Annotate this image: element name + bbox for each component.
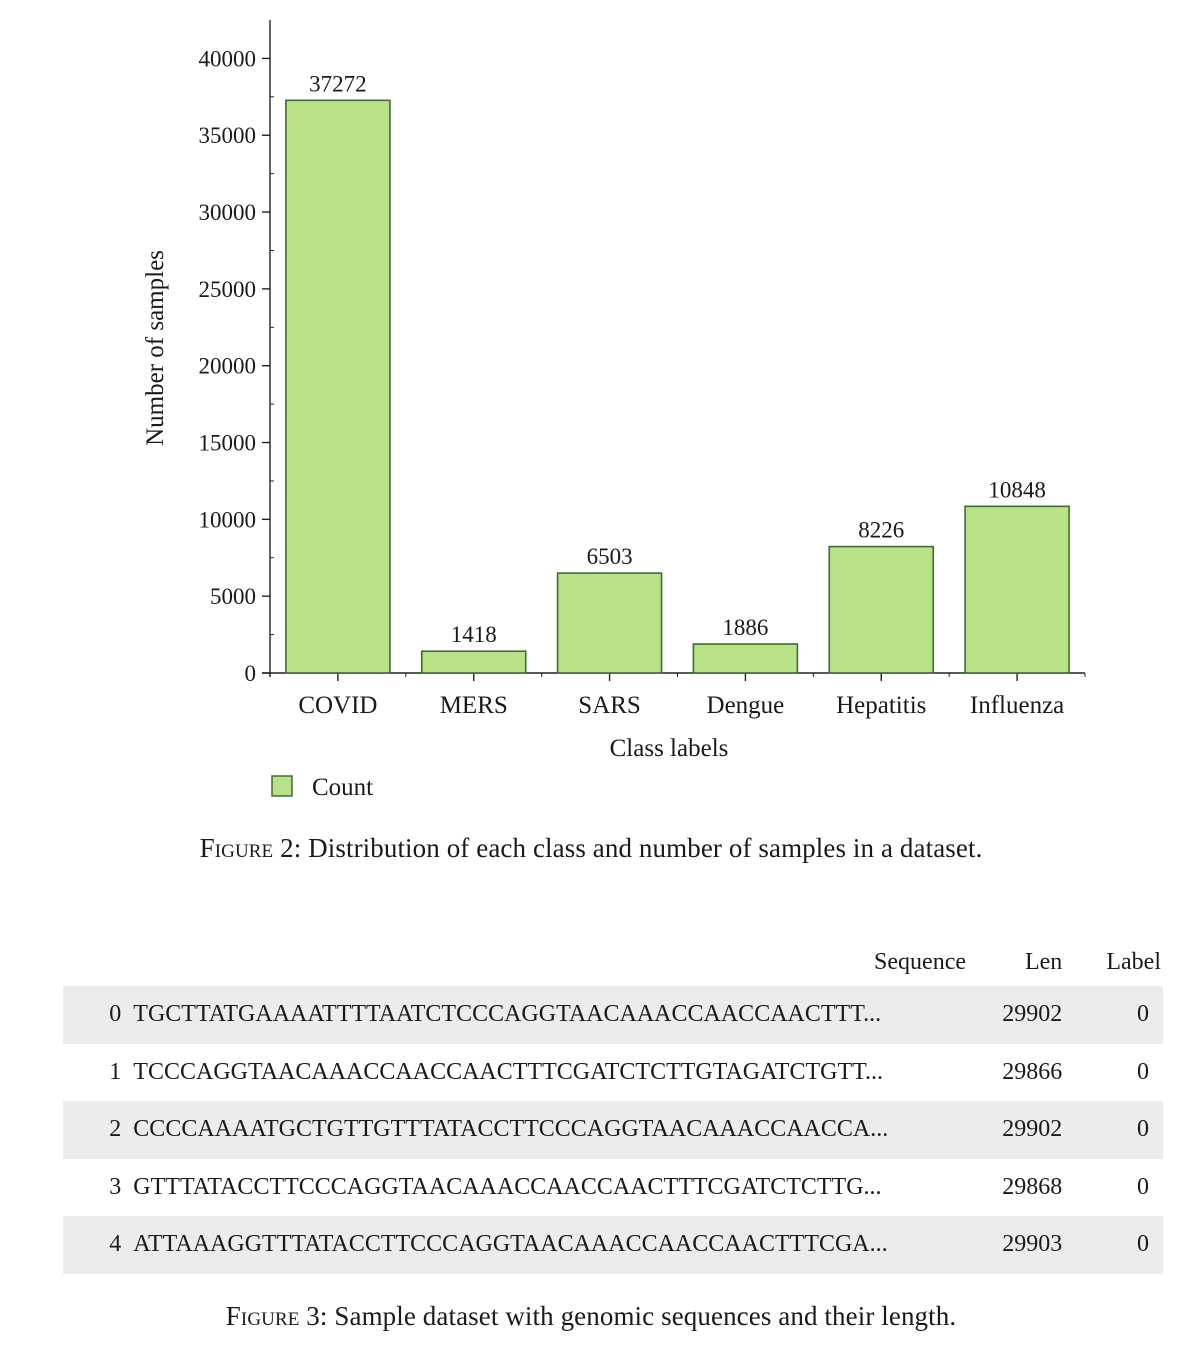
- x-axis: COVID MERS SARS Dengue Hepatitis Influenza: [262, 672, 1086, 719]
- row-sequence: TGCTTATGAAAATTTTAATCTCCCAGGTAACAAACCAACC…: [133, 1001, 882, 1028]
- row-len: 29902: [1002, 1001, 1063, 1028]
- table-header-row: Sequence Len Label: [63, 938, 1163, 986]
- bar-data-label: 8226: [858, 518, 904, 543]
- table-row: 1 TCCCAGGTAACAAACCAACCAACTTTCGATCTCTTGTA…: [63, 1044, 1163, 1102]
- table-row: 3 GTTTATACCTTCCCAGGTAACAAACCAACCAACTTTCG…: [63, 1159, 1163, 1217]
- bar-data-labels: 37272 1418 6503 1886 8226 10848: [309, 71, 1046, 647]
- y-tick-label: 35000: [199, 123, 257, 148]
- bar-data-label: 10848: [988, 477, 1046, 502]
- bar-data-label: 1418: [451, 622, 497, 647]
- x-tick-label: COVID: [298, 692, 377, 719]
- x-tick-label: Influenza: [970, 692, 1064, 719]
- bar-hepatitis: [828, 545, 935, 674]
- bar-data-label: 37272: [309, 71, 367, 96]
- y-tick-label: 30000: [199, 200, 257, 225]
- legend-swatch: [271, 775, 293, 797]
- bar-chart: 0 5000 10000 15000 20000 25000 30000 35000 40000…: [142, 20, 1086, 801]
- bars: [285, 99, 1070, 674]
- row-index: 0: [109, 1001, 122, 1028]
- row-len: 29903: [1002, 1231, 1063, 1258]
- row-label: 0: [1137, 1173, 1149, 1200]
- row-sequence: GTTTATACCTTCCCAGGTAACAAACCAACCAACTTTCGAT…: [133, 1173, 882, 1200]
- row-label: 0: [1137, 1116, 1149, 1143]
- sequence-table: Sequence Len Label 0 TGCTTATGAAAATTTTAAT…: [63, 938, 1163, 1274]
- x-tick-label: MERS: [440, 692, 508, 719]
- figure-3-caption-text: : Sample dataset with genomic sequences …: [319, 1301, 957, 1331]
- legend: Count: [271, 774, 373, 801]
- header-sequence: Sequence: [874, 948, 967, 975]
- row-label: 0: [1137, 1231, 1149, 1258]
- figure-2-caption-text: : Distribution of each class and number …: [293, 833, 983, 863]
- bar-covid: [285, 99, 391, 674]
- figure-3-label: Figure 3: [225, 1301, 320, 1331]
- table-row: 2 CCCCAAAATGCTGTTGTTTATACCTTCCCAGGTAACAA…: [63, 1101, 1163, 1159]
- header-label: Label: [1106, 948, 1161, 975]
- header-index: [63, 938, 131, 986]
- y-tick-label: 10000: [199, 507, 257, 532]
- row-index: 4: [109, 1231, 122, 1258]
- row-sequence: CCCCAAAATGCTGTTGTTTATACCTTCCCAGGTAACAAAC…: [133, 1116, 889, 1143]
- bar-sars: [556, 572, 663, 674]
- row-label: 0: [1137, 1058, 1149, 1085]
- row-index: 2: [109, 1116, 122, 1143]
- row-sequence: TCCCAGGTAACAAACCAACCAACTTTCGATCTCTTGTAGA…: [133, 1058, 884, 1085]
- y-tick-label: 15000: [199, 431, 257, 456]
- table-row: 4 ATTAAAGGTTTATACCTTCCCAGGTAACAAACCAACCA…: [63, 1216, 1163, 1274]
- y-tick-label: 40000: [199, 46, 257, 71]
- row-len: 29868: [1002, 1173, 1063, 1200]
- figure-3-caption: Figure 3: Sample dataset with genomic se…: [0, 1301, 1182, 1332]
- x-tick-label: Dengue: [707, 692, 785, 719]
- row-label: 0: [1137, 1001, 1149, 1028]
- y-axis: 0 5000 10000 15000 20000 25000 30000 35000 40000: [199, 20, 274, 686]
- y-tick-label: 25000: [199, 277, 257, 302]
- bar-data-label: 6503: [587, 544, 633, 569]
- row-index: 3: [109, 1173, 122, 1200]
- x-tick-label: Hepatitis: [836, 692, 926, 719]
- row-len: 29866: [1002, 1058, 1063, 1085]
- y-tick-label: 5000: [210, 584, 256, 609]
- legend-label: Count: [312, 774, 373, 801]
- y-tick-label: 0: [245, 661, 257, 686]
- bar-influenza: [964, 505, 1070, 674]
- table-row: 0 TGCTTATGAAAATTTTAATCTCCCAGGTAACAAACCAA…: [63, 986, 1163, 1044]
- y-tick-label: 20000: [199, 354, 257, 379]
- header-len: Len: [1024, 948, 1063, 975]
- x-tick-label: SARS: [578, 692, 641, 719]
- figure-2-label: Figure 2: [199, 833, 294, 863]
- y-axis-label: Number of samples: [142, 250, 169, 446]
- row-index: 1: [109, 1058, 122, 1085]
- bar-dengue: [692, 643, 799, 674]
- row-len: 29902: [1002, 1116, 1063, 1143]
- figure-2-caption: Figure 2: Distribution of each class and…: [0, 833, 1182, 864]
- bar-data-label: 1886: [722, 615, 768, 640]
- row-sequence: ATTAAAGGTTTATACCTTCCCAGGTAACAAACCAACCAAC…: [133, 1231, 888, 1258]
- bar-mers: [420, 650, 527, 674]
- x-axis-label: Class labels: [610, 735, 729, 762]
